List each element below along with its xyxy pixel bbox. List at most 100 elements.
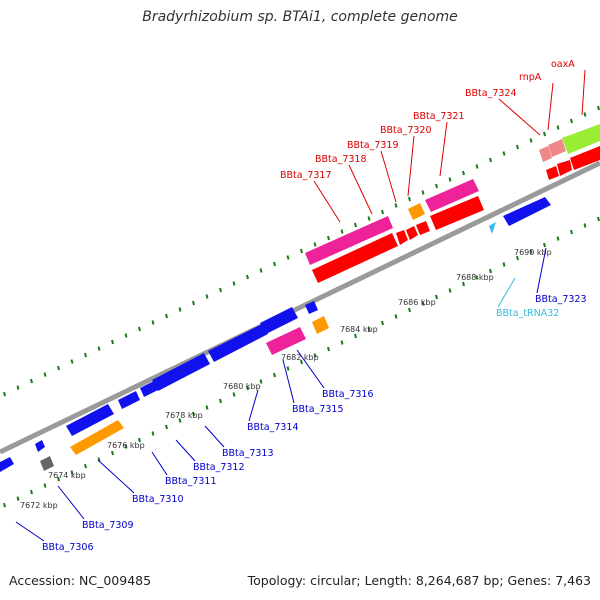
gene-blue[interactable] — [260, 307, 298, 334]
label-leader — [581, 69, 586, 116]
gene-label-bottom[interactable]: BBta_7311 — [165, 476, 217, 487]
gene-red[interactable] — [557, 160, 572, 176]
gene-blue[interactable] — [152, 353, 210, 391]
gene-label-bottom[interactable]: BBta_7313 — [222, 448, 274, 459]
tick-mark — [111, 339, 114, 345]
tick-mark — [583, 112, 587, 117]
tick-mark — [70, 359, 74, 364]
tick-mark — [367, 327, 371, 332]
gene-red[interactable] — [312, 233, 398, 283]
scale-label: 7682 kbp — [281, 353, 319, 362]
gene-pink[interactable] — [539, 146, 552, 162]
gene-label-bottom[interactable]: BBta_7315 — [292, 404, 344, 415]
tick-mark — [556, 125, 560, 130]
gene-blue[interactable] — [140, 381, 158, 397]
label-leader — [175, 439, 196, 462]
tick-mark — [421, 190, 425, 195]
gene-orange[interactable] — [408, 203, 425, 220]
tick-mark — [462, 170, 465, 176]
tick-mark — [516, 144, 519, 150]
tick-mark — [529, 249, 533, 254]
gene-orange[interactable] — [312, 316, 329, 334]
gene-magenta[interactable] — [305, 216, 393, 265]
tick-mark — [151, 431, 155, 436]
gene-label-bottom[interactable]: BBta_7323 — [535, 294, 587, 305]
gene-lime[interactable] — [562, 124, 600, 154]
label-leader-lines — [15, 69, 586, 542]
gene-red[interactable] — [546, 166, 559, 180]
tick-mark — [57, 476, 60, 482]
gene-blue[interactable] — [208, 324, 268, 362]
gene-red[interactable] — [570, 146, 600, 170]
gene-label-top[interactable]: BBta_7319 — [347, 140, 399, 151]
tick-mark — [570, 229, 573, 235]
gene-label-top[interactable]: BBta_7317 — [280, 170, 332, 181]
scale-label: 7684 kbp — [340, 325, 378, 334]
tick-mark — [165, 424, 168, 430]
gene-blue[interactable] — [0, 457, 14, 472]
tick-mark — [327, 346, 330, 352]
scale-label: 7680 kbp — [223, 382, 261, 391]
gene-blue[interactable] — [118, 391, 140, 409]
tick-mark — [448, 177, 452, 182]
gene-label-top[interactable]: oaxA — [551, 59, 575, 70]
tick-mark — [3, 502, 6, 508]
tick-mark — [421, 301, 425, 306]
tick-mark — [448, 288, 452, 293]
gene-blue[interactable] — [66, 404, 114, 436]
tick-mark — [124, 333, 128, 338]
gene-label-bottom[interactable]: BBta_7314 — [247, 422, 299, 433]
gene-magenta[interactable] — [266, 327, 306, 355]
tick-mark — [43, 483, 47, 488]
label-leader — [498, 98, 541, 136]
gene-blue[interactable] — [35, 440, 45, 452]
gene-red[interactable] — [416, 221, 430, 235]
gene-red[interactable] — [396, 230, 408, 245]
tick-mark — [381, 320, 384, 326]
gene-red[interactable] — [406, 226, 418, 240]
gene-magenta[interactable] — [425, 179, 479, 212]
tick-mark — [354, 222, 357, 228]
label-leader — [296, 349, 325, 389]
gene-blue[interactable] — [503, 197, 551, 226]
gene-label-top[interactable]: BBta_7321 — [413, 111, 465, 122]
tick-mark — [219, 398, 222, 404]
gene-cyan[interactable] — [489, 222, 496, 234]
tick-mark — [97, 346, 101, 351]
gene-red[interactable] — [430, 196, 484, 230]
gene-label-bottom[interactable]: BBta_7306 — [42, 542, 94, 553]
label-leader — [248, 389, 259, 422]
gene-label-bottom[interactable]: BBta_7310 — [132, 494, 184, 505]
tick-mark — [151, 320, 155, 325]
tick-mark — [165, 313, 168, 319]
tick-row-top — [3, 105, 600, 397]
tick-mark — [232, 392, 236, 397]
tick-mark — [138, 437, 141, 443]
gene-label-bottom[interactable]: BBta_7316 — [322, 389, 374, 400]
gene-orange[interactable] — [70, 420, 124, 455]
gene-label-top[interactable]: rnpA — [519, 72, 542, 83]
gene-gray[interactable] — [40, 456, 54, 471]
gene-blue[interactable] — [305, 301, 318, 314]
label-leader — [439, 121, 448, 177]
label-leader — [204, 425, 225, 448]
gene-label-bottom[interactable]: BBta_7309 — [82, 520, 134, 531]
gene-label-top[interactable]: BBta_7318 — [315, 154, 367, 165]
tick-mark — [516, 255, 519, 261]
tick-mark — [273, 372, 276, 378]
tick-mark — [327, 235, 330, 241]
gene-label-bottom[interactable]: BBta_tRNA32 — [496, 308, 559, 319]
tick-mark — [529, 138, 533, 143]
gene-label-top[interactable]: BBta_7320 — [380, 125, 432, 136]
tick-mark — [435, 183, 438, 189]
gene-label-top[interactable]: BBta_7324 — [465, 88, 517, 99]
tick-mark — [435, 294, 438, 300]
tick-mark — [192, 300, 195, 306]
gene-pink[interactable] — [548, 139, 566, 157]
tick-mark — [583, 223, 587, 228]
gene-label-bottom[interactable]: BBta_7312 — [193, 462, 245, 473]
tick-mark — [394, 314, 398, 319]
tick-mark — [597, 105, 600, 111]
tick-mark — [502, 151, 506, 156]
